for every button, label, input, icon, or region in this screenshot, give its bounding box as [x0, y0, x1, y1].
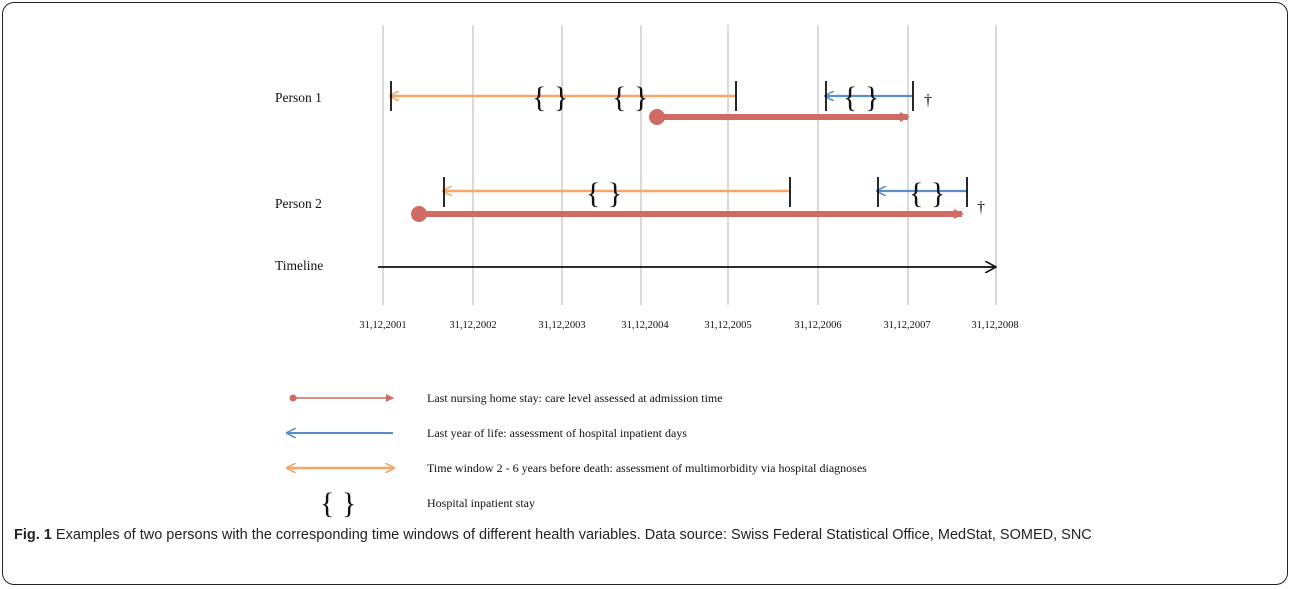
person2-hospital-stay-1: { } [586, 177, 622, 210]
date-label-2002: 31,12,2002 [449, 320, 496, 331]
person1-hospital-stay-3: { } [843, 81, 879, 114]
date-label-2004: 31,12,2004 [621, 320, 669, 331]
date-labels: 31,12,2001 31,12,2002 31,12,2003 31,12,2… [359, 320, 1018, 331]
date-label-2001: 31,12,2001 [359, 320, 406, 331]
figure-caption: Fig. 1 Examples of two persons with the … [14, 525, 1276, 546]
figure-label: Fig. 1 [14, 527, 52, 543]
legend-hospital-stay-text: Hospital inpatient stay [427, 496, 535, 510]
date-label-2007: 31,12,2007 [883, 320, 930, 331]
person2-row: { } { } † [411, 177, 985, 222]
person1-death-mark: † [924, 92, 932, 109]
legend-nursing-home-text: Last nursing home stay: care level asses… [427, 391, 723, 405]
person2-hospital-stay-2: { } [909, 177, 945, 210]
legend: Last nursing home stay: care level asses… [288, 391, 867, 520]
person1-row: { } { } { } † [391, 81, 932, 125]
legend-time-window-text: Time window 2 - 6 years before death: as… [427, 461, 867, 475]
person2-label: Person 2 [275, 196, 322, 211]
gridlines [382, 25, 997, 305]
person1-hospital-stay-1: { } [532, 81, 568, 114]
legend-last-year-text: Last year of life: assessment of hospita… [427, 426, 687, 440]
legend-hospital-stay-symbol: { } [320, 487, 356, 520]
date-label-2006: 31,12,2006 [794, 320, 841, 331]
person2-nursing-home-start-dot [411, 206, 427, 222]
person1-nursing-home-start-dot [649, 109, 665, 125]
legend-nursing-home-dot [289, 394, 297, 402]
date-label-2005: 31,12,2005 [704, 320, 751, 331]
date-label-2003: 31,12,2003 [538, 320, 585, 331]
person2-death-mark: † [977, 199, 985, 216]
date-label-2008: 31,12,2008 [971, 320, 1018, 331]
figure-caption-text: Examples of two persons with the corresp… [51, 527, 1092, 543]
timeline-label: Timeline [275, 258, 323, 273]
person1-hospital-stay-2: { } [612, 81, 648, 114]
person1-label: Person 1 [275, 90, 322, 105]
